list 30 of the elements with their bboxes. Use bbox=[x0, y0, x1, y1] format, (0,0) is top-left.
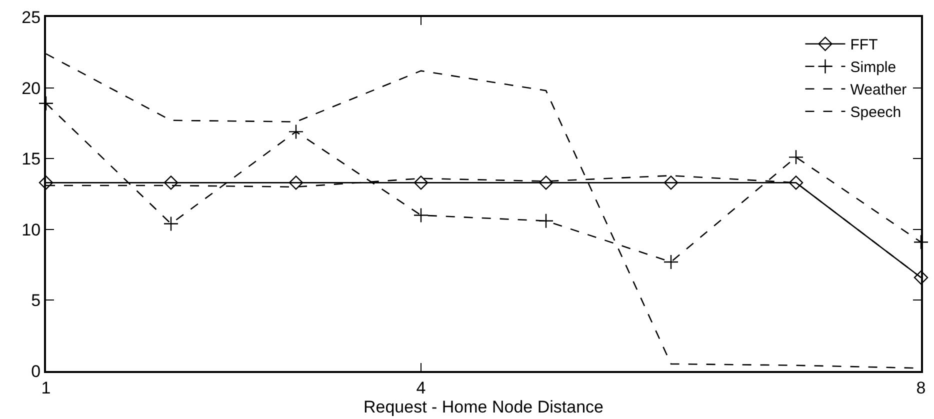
point bbox=[38, 176, 54, 190]
point bbox=[664, 176, 678, 190]
y-tick-label: 20 bbox=[22, 78, 41, 98]
point bbox=[663, 254, 679, 270]
point bbox=[538, 213, 554, 228]
y-tick-label: 25 bbox=[22, 8, 41, 27]
y-tick-label: 10 bbox=[22, 220, 41, 240]
legend-label: Simple bbox=[850, 59, 896, 76]
x-tick-label: 4 bbox=[416, 378, 426, 398]
point bbox=[538, 176, 554, 190]
y-tick-label: 5 bbox=[31, 291, 41, 310]
point bbox=[288, 124, 304, 140]
point bbox=[38, 96, 54, 111]
y-tick-label: 0 bbox=[31, 362, 41, 381]
x-axis-title: Request - Home Node Distance bbox=[363, 397, 604, 416]
point bbox=[288, 176, 304, 190]
point bbox=[163, 216, 179, 232]
y-tick-label: 15 bbox=[22, 150, 41, 169]
legend-label: Weather bbox=[850, 82, 907, 99]
point bbox=[788, 176, 804, 190]
point bbox=[164, 176, 178, 190]
point bbox=[914, 270, 928, 285]
point bbox=[913, 234, 929, 250]
legend-label: Speech bbox=[850, 104, 902, 122]
x-tick-label: 8 bbox=[916, 378, 926, 398]
legend-label: FFT bbox=[850, 36, 878, 54]
point bbox=[788, 150, 804, 165]
x-tick-label: 1 bbox=[41, 378, 51, 398]
point bbox=[413, 208, 429, 223]
point bbox=[414, 176, 428, 190]
